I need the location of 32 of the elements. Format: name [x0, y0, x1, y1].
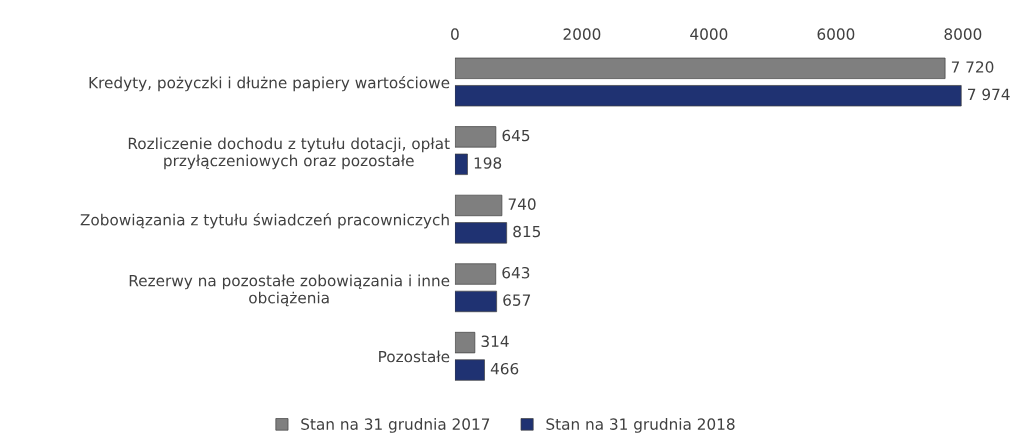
data-label: 7 720 [951, 61, 994, 73]
bar [454, 194, 503, 217]
data-label: 815 [513, 225, 541, 238]
bar [454, 290, 497, 313]
y-tick-label: Kredyty, pożyczki i dłużne papiery wartościowe [89, 75, 450, 92]
data-label: 466 [490, 362, 519, 375]
data-label: 643 [502, 266, 530, 279]
bar [454, 153, 468, 175]
bar [454, 126, 497, 148]
legend-label: Stan na 31 grudnia 2017 [301, 418, 490, 433]
x-tick-label: 6000 [817, 28, 855, 40]
bar [454, 331, 476, 354]
x-tick-label: 0 [451, 28, 459, 40]
x-tick-label: 2000 [563, 28, 601, 40]
data-label: 657 [503, 294, 531, 306]
bar [454, 222, 508, 244]
data-label: 645 [502, 129, 530, 142]
data-label: 314 [481, 335, 509, 348]
y-tick-label: Rezerwy na pozostałe zobowiązania i inne obciążenia [129, 274, 450, 307]
data-label: 198 [474, 157, 502, 169]
y-tick-label: Rozliczenie dochodu z tytułu dotacji, opłat przyłączeniowych oraz pozostałe [128, 137, 450, 170]
x-tick-label: 8000 [944, 28, 982, 40]
data-label: 7 974 [968, 88, 1010, 101]
y-tick-label: Pozostałe [379, 350, 450, 363]
bar [454, 263, 497, 285]
y-tick-label: Zobowiązania z tytułu świadczeń pracowniczych [80, 213, 449, 229]
legend-label: Stan na 31 grudnia 2018 [546, 418, 735, 433]
data-label: 740 [508, 198, 536, 210]
bar [454, 85, 962, 107]
bar [454, 359, 485, 381]
bar [454, 57, 946, 79]
x-tick-label: 4000 [690, 28, 728, 40]
